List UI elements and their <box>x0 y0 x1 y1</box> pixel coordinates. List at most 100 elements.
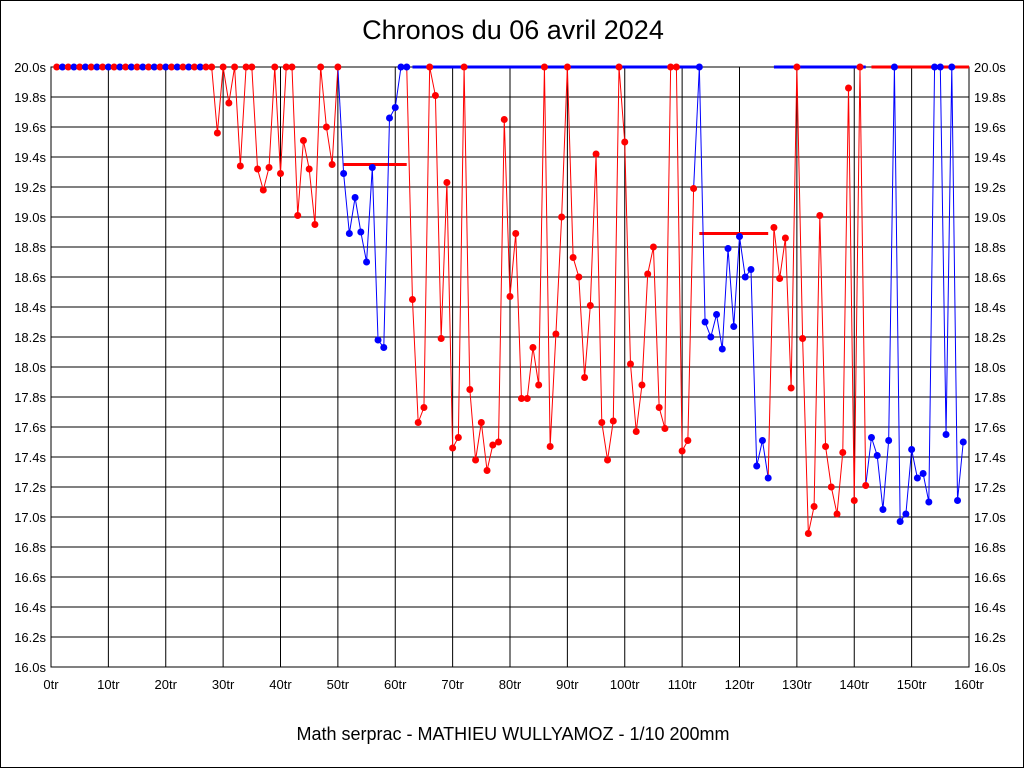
data-point <box>357 228 365 236</box>
data-point <box>540 63 548 71</box>
data-point <box>764 474 772 482</box>
y-tick-label-left: 18.8s <box>14 240 46 255</box>
x-tick-label: 90tr <box>556 677 579 692</box>
data-point <box>919 470 927 477</box>
y-tick-label-left: 17.6s <box>14 420 46 435</box>
data-point <box>466 386 474 393</box>
data-point <box>954 497 962 504</box>
chart-footer: Math serprac - MATHIEU WULLYAMOZ - 1/10 … <box>296 724 730 744</box>
data-point <box>299 137 307 144</box>
data-point <box>741 273 749 281</box>
x-tick-label: 110tr <box>668 677 697 692</box>
y-tick-label-left: 17.0s <box>14 510 46 525</box>
y-tick-label-right: 19.6s <box>974 120 1006 135</box>
data-point <box>242 63 250 71</box>
data-point <box>563 63 571 71</box>
data-point <box>202 63 210 71</box>
data-point <box>724 245 732 252</box>
data-point <box>529 344 537 351</box>
data-point <box>558 213 566 221</box>
y-tick-label-right: 19.0s <box>974 210 1006 225</box>
data-point <box>678 447 686 455</box>
data-point <box>93 63 101 71</box>
data-point <box>145 63 153 71</box>
data-point <box>690 185 698 192</box>
data-point <box>139 63 147 71</box>
data-point <box>839 449 847 456</box>
data-point <box>856 63 864 71</box>
x-tick-label: 160tr <box>954 677 984 692</box>
series-connector <box>406 66 413 300</box>
y-tick-label-right: 16.4s <box>974 600 1006 615</box>
data-point <box>804 530 812 537</box>
series-line-run2 <box>343 66 407 349</box>
data-point <box>397 63 405 71</box>
data-point <box>317 63 325 71</box>
x-tick-label: 120tr <box>725 677 755 692</box>
data-point <box>477 419 485 426</box>
data-point <box>575 273 583 281</box>
data-point <box>604 456 612 464</box>
data-point <box>76 63 84 71</box>
y-tick-label-left: 19.4s <box>14 150 46 165</box>
data-point <box>948 63 956 71</box>
data-point <box>890 63 898 71</box>
data-point <box>655 404 663 411</box>
data-point <box>99 63 107 71</box>
data-point <box>936 63 944 71</box>
y-tick-label-left: 16.6s <box>14 570 46 585</box>
data-point <box>70 63 78 71</box>
data-point <box>420 404 428 411</box>
y-tick-label-left: 16.0s <box>14 660 46 675</box>
data-point <box>908 446 916 453</box>
data-point <box>552 330 560 338</box>
data-point <box>294 212 302 219</box>
data-point <box>546 443 554 450</box>
y-tick-label-left: 16.8s <box>14 540 46 555</box>
data-point <box>64 63 72 71</box>
data-point <box>156 63 164 71</box>
data-point <box>873 452 881 459</box>
data-point <box>248 63 256 71</box>
data-point <box>684 437 692 444</box>
data-point <box>959 438 967 446</box>
data-point <box>598 419 606 426</box>
data-point <box>426 63 434 71</box>
x-tick-label: 40tr <box>269 677 292 692</box>
y-tick-label-left: 19.0s <box>14 210 46 225</box>
y-tick-label-left: 17.8s <box>14 390 46 405</box>
data-point <box>661 425 669 432</box>
data-point <box>351 194 359 201</box>
data-point <box>770 224 778 231</box>
x-tick-label: 20tr <box>155 677 178 692</box>
y-tick-label-right: 18.6s <box>974 270 1006 285</box>
data-point <box>833 510 841 518</box>
data-point <box>58 63 66 71</box>
data-point <box>236 162 244 170</box>
data-point <box>500 116 508 123</box>
data-point <box>523 395 531 402</box>
x-tick-label: 50tr <box>327 677 350 692</box>
data-point <box>81 63 89 71</box>
data-point <box>799 335 807 342</box>
y-tick-label-left: 18.4s <box>14 300 46 315</box>
data-point <box>133 63 141 71</box>
data-point <box>615 63 623 71</box>
x-tick-label: 150tr <box>897 677 927 692</box>
y-tick-label-left: 16.4s <box>14 600 46 615</box>
data-point <box>707 333 715 341</box>
y-tick-label-right: 17.6s <box>974 420 1006 435</box>
y-tick-label-right: 17.4s <box>974 450 1006 465</box>
y-tick-label-left: 18.0s <box>14 360 46 375</box>
data-point <box>196 63 204 71</box>
data-point <box>368 164 376 171</box>
data-point <box>213 129 221 137</box>
y-tick-label-left: 19.6s <box>14 120 46 135</box>
y-tick-label-right: 18.2s <box>974 330 1006 345</box>
data-point <box>363 258 371 266</box>
data-point <box>403 63 411 71</box>
data-point <box>845 84 853 92</box>
data-point <box>609 417 617 425</box>
data-point <box>816 212 824 219</box>
